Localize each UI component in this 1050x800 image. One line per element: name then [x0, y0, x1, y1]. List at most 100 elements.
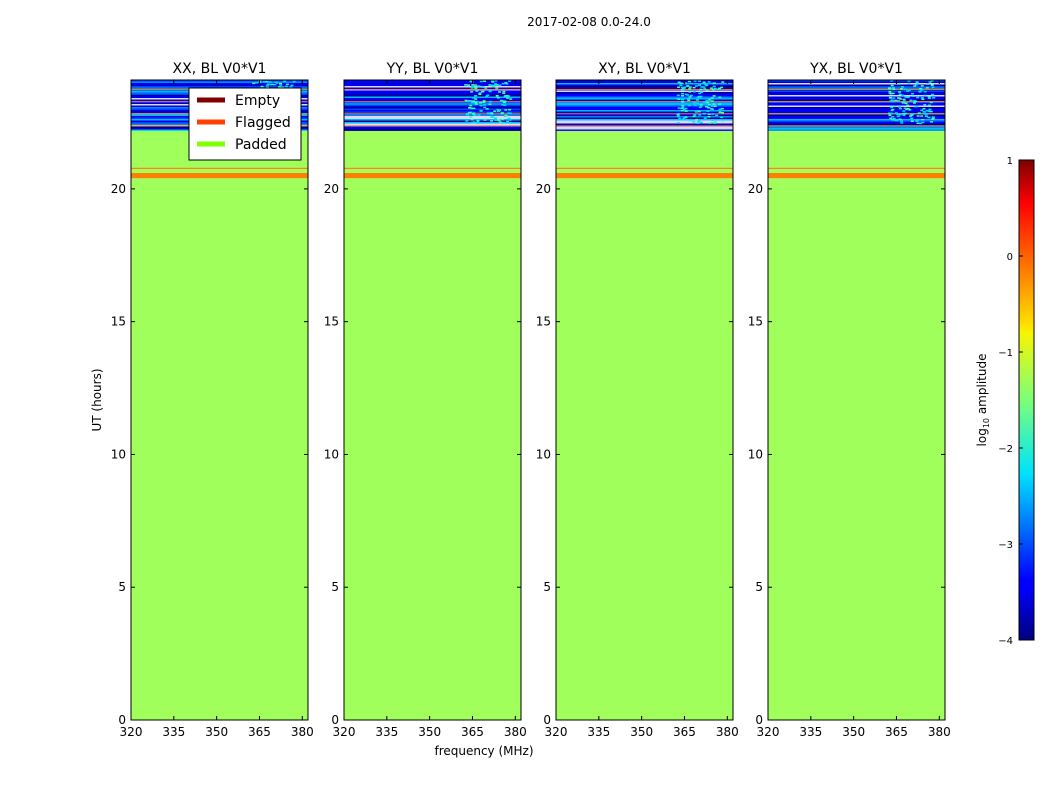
- data-speck: [699, 88, 703, 91]
- x-tick-label: 320: [333, 725, 356, 739]
- data-speck: [930, 84, 934, 86]
- data-speck: [688, 91, 692, 93]
- data-speck: [707, 81, 711, 83]
- data-speck: [507, 117, 511, 120]
- data-speck: [469, 116, 473, 118]
- data-speck: [682, 117, 686, 119]
- x-tick-label: 350: [630, 725, 653, 739]
- data-speck: [932, 97, 936, 99]
- data-speck: [483, 118, 487, 121]
- data-speck: [678, 117, 682, 120]
- data-speck: [921, 98, 925, 101]
- x-tick-label: 335: [799, 725, 822, 739]
- y-tick-label: 0: [118, 713, 126, 727]
- data-speck: [279, 84, 283, 86]
- data-row: [556, 110, 733, 112]
- colorbar-tick-label: 0: [1007, 252, 1013, 263]
- data-speck: [493, 83, 497, 85]
- data-speck: [894, 119, 898, 122]
- data-speck: [679, 84, 683, 87]
- data-speck: [902, 98, 906, 101]
- data-speck: [925, 87, 929, 89]
- data-row: [344, 104, 521, 106]
- data-speck: [271, 83, 275, 86]
- y-axis-label: UT (hours): [90, 368, 104, 431]
- data-speck: [893, 105, 897, 108]
- data-speck: [920, 96, 924, 99]
- data-row: [768, 98, 945, 100]
- data-speck: [676, 97, 680, 100]
- colorbar-ticks: 1 0 −1 −2 −3 −4: [998, 156, 1023, 647]
- data-speck: [490, 112, 494, 114]
- data-speck: [466, 112, 470, 115]
- data-row: [344, 111, 521, 113]
- data-speck: [467, 106, 471, 109]
- data-row: [556, 108, 733, 110]
- data-speck: [891, 119, 895, 121]
- data-speck: [693, 91, 697, 93]
- data-speck: [475, 90, 479, 92]
- data-row: [556, 81, 733, 83]
- data-speck: [899, 88, 903, 90]
- data-speck: [502, 92, 506, 95]
- data-speck: [698, 96, 702, 99]
- data-speck: [470, 81, 474, 83]
- data-speck: [721, 112, 725, 114]
- data-speck: [923, 94, 927, 97]
- data-speck: [487, 112, 491, 115]
- x-tick-label: 350: [842, 725, 865, 739]
- panel-title: YY, BL V0*V1: [386, 61, 479, 77]
- data-speck: [916, 96, 920, 99]
- data-speck: [891, 86, 895, 89]
- data-speck: [909, 99, 913, 102]
- data-row: [556, 114, 733, 116]
- data-speck: [268, 81, 272, 83]
- panel-frame: [130, 79, 309, 721]
- data-row: [344, 81, 521, 83]
- panel-title: XY, BL V0*V1: [598, 61, 691, 77]
- data-speck: [930, 80, 934, 82]
- data-speck: [916, 122, 920, 125]
- data-speck: [474, 95, 478, 97]
- x-tick-label: 380: [504, 725, 527, 739]
- data-row: [344, 102, 521, 104]
- data-speck: [509, 98, 513, 100]
- data-speck: [491, 85, 495, 88]
- data-speck: [912, 102, 916, 104]
- data-speck: [720, 86, 724, 89]
- data-speck: [921, 121, 925, 124]
- data-speck: [684, 82, 688, 84]
- data-speck: [903, 88, 907, 91]
- data-streak: [556, 101, 733, 103]
- data-speck: [499, 99, 503, 102]
- data-speck: [703, 83, 707, 86]
- data-row: [768, 105, 945, 107]
- data-speck: [698, 84, 702, 86]
- region-padded-0: [131, 178, 308, 720]
- region-flagged-1: [768, 172, 945, 179]
- colorbar-gradient: [1018, 159, 1035, 641]
- data-row: [556, 83, 733, 85]
- data-speck: [481, 86, 485, 88]
- data-speck: [699, 95, 703, 98]
- legend-label-empty: Empty: [235, 93, 280, 109]
- colorbar: 10−1−2−3−4 log10 amplitude: [975, 156, 1035, 647]
- data-speck: [891, 108, 895, 111]
- data-speck: [693, 104, 697, 106]
- y-tick-label: 20: [748, 182, 763, 196]
- data-speck: [928, 108, 932, 111]
- data-speck: [469, 104, 473, 107]
- data-speck: [918, 90, 922, 93]
- data-speck: [474, 98, 478, 100]
- data-speck: [676, 115, 680, 118]
- data-speck: [681, 107, 685, 109]
- data-speck: [699, 121, 703, 124]
- data-speck: [687, 104, 691, 107]
- data-row: [768, 119, 945, 121]
- data-speck: [887, 86, 891, 89]
- data-speck: [718, 111, 722, 114]
- data-speck: [265, 81, 269, 83]
- data-speck: [888, 90, 892, 93]
- data-row: [131, 84, 308, 86]
- data-speck: [508, 119, 512, 121]
